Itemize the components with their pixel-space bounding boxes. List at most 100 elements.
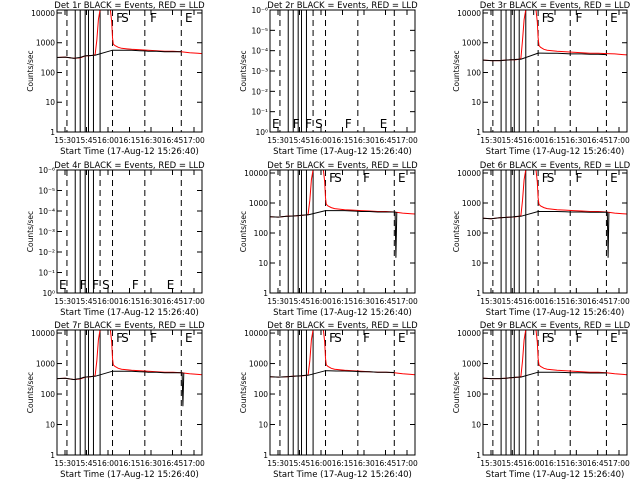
chart-8-ytick-label-1: 10: [258, 421, 268, 430]
chart-8-series-events-black: [270, 370, 395, 378]
chart-5-title: Det 5r BLACK = Events, RED = LLD: [267, 161, 418, 171]
chart-7-flag-0: F: [116, 331, 123, 345]
chart-4-ytick-label-1: 10⁻¹: [38, 269, 55, 278]
chart-9-xtick-label-0: 15:30: [480, 459, 502, 468]
chart-3-ytick-label-0: 1: [476, 128, 481, 137]
chart-8-ytick-label-0: 1: [263, 451, 268, 460]
chart-1-xtick-label-5: 16:45: [162, 136, 184, 145]
chart-9-flag-0: F: [542, 331, 549, 345]
chart-5-ytick-label-4: 10000: [244, 169, 268, 178]
chart-3-xtick-label-1: 15:45: [502, 136, 524, 145]
chart-2-xtick-label-5: 16:45: [375, 136, 397, 145]
chart-4-xtick-label-2: 16:00: [97, 297, 119, 306]
chart-6-xtick-label-6: 17:00: [608, 297, 630, 306]
chart-1-series-events-black: [57, 49, 182, 59]
chart-3-axes-box: [482, 9, 628, 133]
chart-7-ytick-label-4: 10000: [31, 329, 55, 338]
chart-9-ytick-label-3: 1000: [462, 360, 481, 369]
chart-6-ytick-label-3: 1000: [462, 199, 481, 208]
chart-3-xtick-label-6: 17:00: [608, 136, 630, 145]
chart-4-xlabel: Start Time (17-Aug-12 15:26:40): [60, 308, 199, 318]
chart-8-axes-box: [269, 329, 416, 456]
chart-3-flag-1: S: [547, 11, 555, 25]
chart-1-ytick-label-0: 1: [50, 128, 55, 137]
chart-5-series-events-black: [270, 210, 398, 258]
chart-5-xtick-label-6: 17:00: [396, 297, 418, 306]
chart-7-xtick-label-5: 16:45: [162, 459, 184, 468]
chart-1-ytick-label-4: 10000: [31, 9, 55, 18]
chart-5-flag-3: E: [398, 171, 406, 185]
chart-1-title: Det 1r BLACK = Events, RED = LLD: [54, 1, 205, 11]
chart-1-flag-1: S: [121, 11, 129, 25]
chart-4-xtick-label-1: 15:45: [76, 297, 98, 306]
chart-8-xtick-label-6: 17:00: [396, 459, 418, 468]
chart-4-xtick-label-3: 16:15: [119, 297, 141, 306]
chart-1-axes-box: [56, 9, 203, 133]
chart-6-flag-3: E: [610, 171, 618, 185]
chart-6-xtick-label-0: 15:30: [480, 297, 502, 306]
chart-4-flag-5: E: [167, 278, 175, 292]
chart-3-ytick-label-4: 10000: [457, 9, 481, 18]
chart-9-ytick-label-1: 10: [471, 421, 481, 430]
chart-7-xtick-label-1: 15:45: [76, 459, 98, 468]
chart-7-ytick-label-2: 100: [41, 390, 56, 399]
chart-9-xtick-label-4: 16:30: [566, 459, 588, 468]
chart-2-xlabel: Start Time (17-Aug-12 15:26:40): [273, 147, 412, 157]
chart-9-ylabel: Counts/sec: [452, 372, 461, 413]
chart-5-xtick-label-4: 16:30: [353, 297, 375, 306]
chart-5-xtick-label-0: 15:30: [267, 297, 289, 306]
chart-1-ytick-label-1: 10: [45, 98, 55, 107]
chart-9-xtick-label-2: 16:00: [523, 459, 545, 468]
chart-1-ytick-label-2: 100: [41, 68, 56, 77]
chart-9-flag-2: F: [576, 331, 583, 345]
chart-2-xtick-label-3: 16:15: [332, 136, 354, 145]
chart-5-ytick-label-2: 100: [254, 229, 269, 238]
chart-2-flag-5: E: [380, 117, 388, 131]
chart-7-xtick-label-4: 16:30: [140, 459, 162, 468]
chart-1-flag-2: F: [150, 11, 157, 25]
chart-4-ytick-label-4: 10⁻⁴: [38, 207, 55, 216]
chart-1-xtick-label-6: 17:00: [183, 136, 205, 145]
chart-1-xtick-label-3: 16:15: [119, 136, 141, 145]
chart-5-flag-2: F: [363, 171, 370, 185]
chart-9-title: Det 9r BLACK = Events, RED = LLD: [480, 321, 631, 331]
chart-2-axes-box: [269, 9, 416, 133]
chart-2-xtick-label-2: 16:00: [310, 136, 332, 145]
chart-2-ytick-label-3: 10⁻³: [251, 67, 268, 76]
chart-9-xlabel: Start Time (17-Aug-12 15:26:40): [486, 470, 625, 480]
chart-5-axes-box: [269, 169, 416, 294]
chart-5-ytick-label-0: 1: [263, 289, 268, 298]
chart-7-flag-3: E: [185, 331, 193, 345]
chart-6-xlabel: Start Time (17-Aug-12 15:26:40): [486, 308, 625, 318]
chart-6-title: Det 6r BLACK = Events, RED = LLD: [480, 161, 631, 171]
chart-3-ylabel: Counts/sec: [452, 50, 461, 91]
chart-4-ytick-label-0: 10⁰: [42, 289, 55, 298]
chart-6-ytick-label-0: 1: [476, 289, 481, 298]
chart-7-ytick-label-1: 10: [45, 421, 55, 430]
chart-2-flag-3: S: [315, 117, 323, 131]
chart-2-xtick-label-0: 15:30: [267, 136, 289, 145]
chart-4-flag-4: F: [132, 278, 139, 292]
chart-8-xtick-label-3: 16:15: [332, 459, 354, 468]
chart-7-series-events-black: [57, 370, 185, 407]
chart-8-xtick-label-2: 16:00: [310, 459, 332, 468]
chart-4-title: Det 4r BLACK = Events, RED = LLD: [54, 161, 205, 171]
chart-1-flag-0: F: [116, 11, 123, 25]
chart-3-xtick-label-5: 16:45: [587, 136, 609, 145]
chart-8-ytick-label-2: 100: [254, 390, 269, 399]
chart-6-ytick-label-1: 10: [471, 259, 481, 268]
chart-2-ytick-label-2: 10⁻²: [251, 87, 268, 96]
chart-2-flag-1: F: [293, 117, 300, 131]
chart-4-xtick-label-5: 16:45: [162, 297, 184, 306]
chart-8-xtick-label-5: 16:45: [375, 459, 397, 468]
chart-2-ytick-label-4: 10⁻⁴: [251, 47, 268, 56]
chart-4-flag-0: E: [59, 278, 67, 292]
chart-5-flag-0: F: [329, 171, 336, 185]
